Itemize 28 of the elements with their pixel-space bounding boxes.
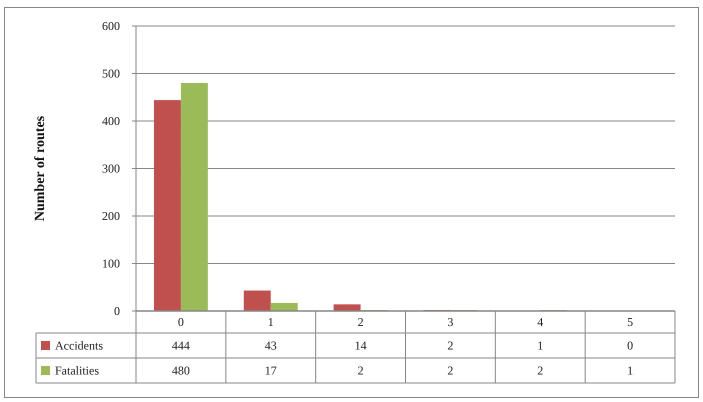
y-tick-label: 200 (102, 209, 120, 224)
x-tick-label: 3 (447, 315, 454, 330)
data-label: 1 (537, 338, 544, 353)
data-label: 43 (264, 338, 277, 353)
data-label: 480 (172, 364, 190, 378)
legend-label: Accidents (55, 338, 104, 353)
data-label: 444 (172, 338, 190, 353)
data-label: 2 (447, 364, 454, 378)
y-tick-label: 500 (102, 66, 120, 81)
x-tick-label: 1 (268, 315, 274, 330)
y-tick-label: 100 (102, 256, 120, 271)
data-label: 1 (627, 364, 634, 378)
y-tick-label: 400 (102, 114, 120, 128)
y-tick-label: 300 (102, 162, 120, 176)
y-tick-label: 0 (114, 304, 120, 318)
data-label: 2 (358, 364, 364, 378)
data-label: 2 (537, 364, 544, 378)
x-tick-label: 4 (537, 315, 544, 330)
x-tick-label: 0 (178, 315, 184, 330)
x-tick-label: 5 (627, 315, 634, 330)
x-tick-label: 2 (358, 315, 364, 330)
data-label: 17 (264, 364, 277, 378)
y-tick-label: 600 (102, 19, 120, 34)
legend-label: Fatalities (55, 364, 100, 378)
data-label: 0 (627, 338, 634, 353)
data-label: 2 (447, 338, 454, 353)
data-label: 14 (354, 338, 367, 353)
y-axis-title: Number of routes (33, 115, 48, 222)
